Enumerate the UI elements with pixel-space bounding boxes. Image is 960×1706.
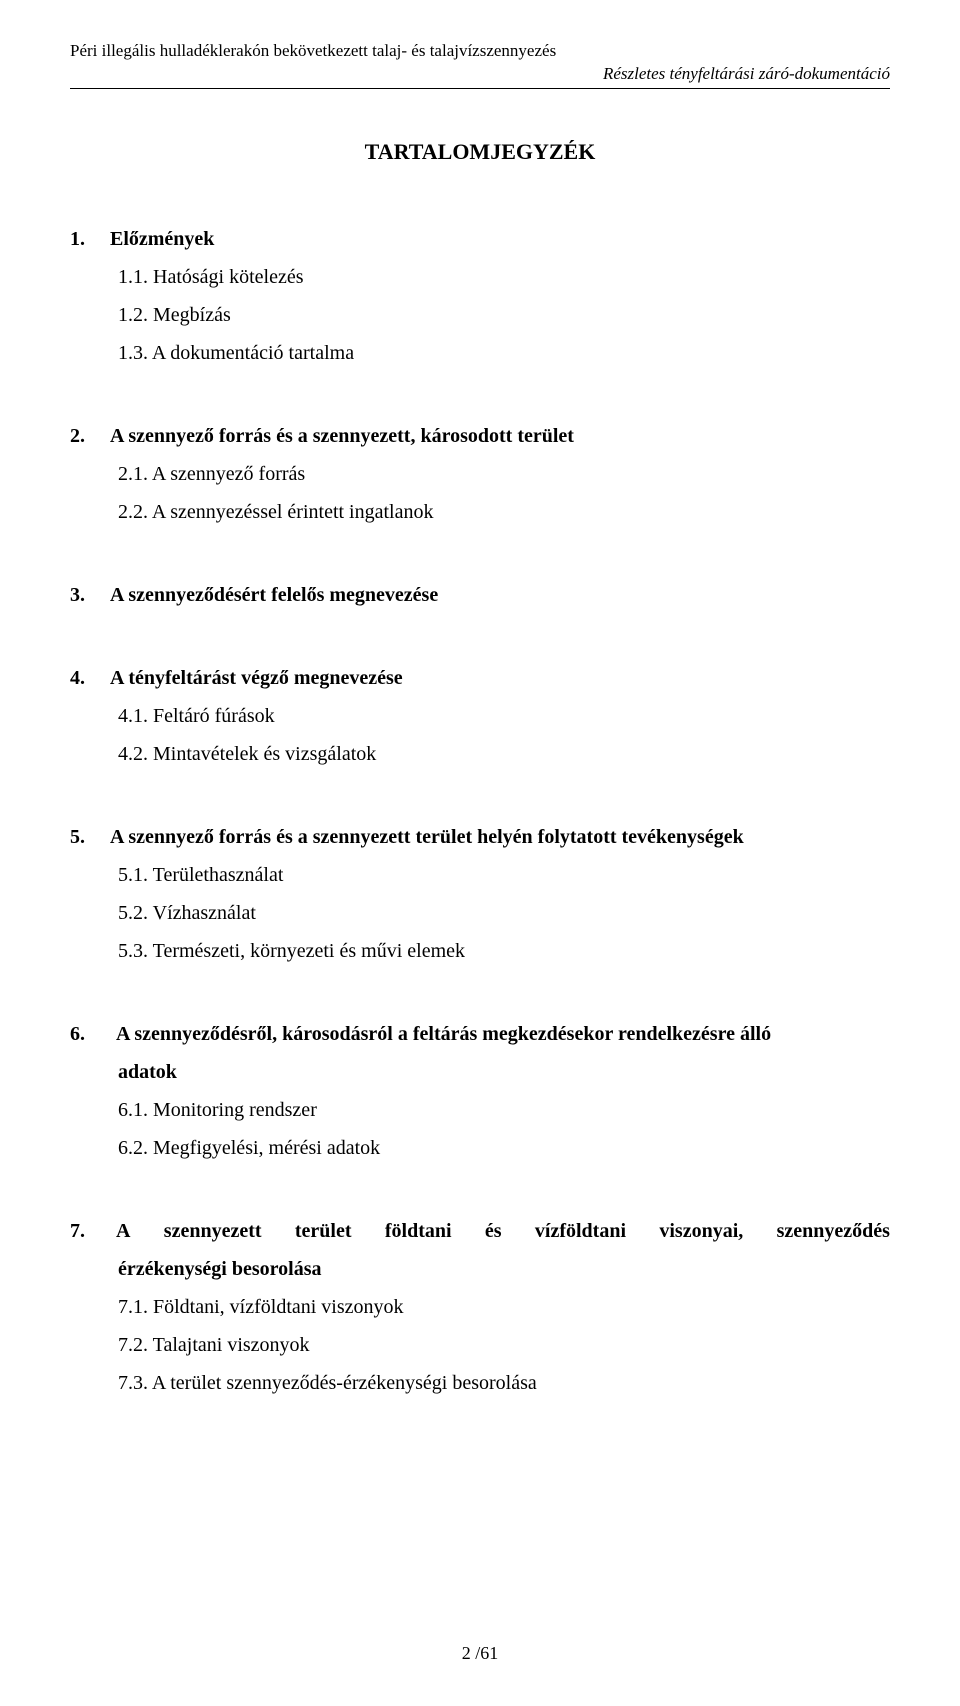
item-text: A dokumentáció tartalma — [152, 342, 354, 364]
item-number: 7.2. — [118, 1334, 148, 1356]
item-number: 6.2. — [118, 1137, 148, 1159]
heading-text: A szennyező forrás és a szennyezett, kár… — [110, 425, 574, 447]
toc-heading: 6. A szennyeződésről, károsodásról a fel… — [70, 1015, 890, 1053]
heading-text-line1: A szennyeződésről, károsodásról a feltár… — [116, 1015, 771, 1053]
toc-heading-cont: érzékenységi besorolása — [70, 1250, 890, 1288]
item-number: 4.2. — [118, 743, 148, 765]
toc-item: 7.2. Talajtani viszonyok — [70, 1326, 890, 1364]
toc-item: 6.2. Megfigyelési, mérési adatok — [70, 1129, 890, 1167]
heading-word: szennyeződés — [777, 1212, 890, 1250]
toc-item: 2.1. A szennyező forrás — [70, 455, 890, 493]
toc-section: 7. A szennyezett terület földtani és víz… — [70, 1212, 890, 1402]
item-number: 2.1. — [118, 463, 148, 485]
toc-item: 4.2. Mintavételek és vizsgálatok — [70, 735, 890, 773]
toc-heading-cont: adatok — [70, 1053, 890, 1091]
item-text: A terület szennyeződés-érzékenységi beso… — [152, 1372, 537, 1394]
item-text: Hatósági kötelezés — [153, 266, 304, 288]
heading-word: földtani — [385, 1212, 452, 1250]
heading-word: vízföldtani — [535, 1212, 626, 1250]
toc-item: 5.3. Természeti, környezeti és művi elem… — [70, 932, 890, 970]
heading-text-line2: adatok — [118, 1061, 177, 1083]
toc-item: 6.1. Monitoring rendszer — [70, 1091, 890, 1129]
item-text: A szennyezéssel érintett ingatlanok — [152, 501, 434, 523]
heading-number: 6. — [70, 1015, 116, 1053]
heading-word: és — [485, 1212, 502, 1250]
item-text: Területhasználat — [153, 864, 284, 886]
item-text: Megbízás — [153, 304, 231, 326]
page-number: 2 /61 — [0, 1643, 960, 1664]
toc-heading: 3.A szennyeződésért felelős megnevezése — [70, 576, 890, 614]
item-number: 6.1. — [118, 1099, 148, 1121]
heading-word: szennyezett — [164, 1212, 262, 1250]
item-number: 1.1. — [118, 266, 148, 288]
header-line-1: Péri illegális hulladéklerakón bekövetke… — [70, 40, 890, 62]
item-number: 1.2. — [118, 304, 148, 326]
toc-item: 1.2. Megbízás — [70, 296, 890, 334]
heading-word: A — [116, 1212, 130, 1250]
item-text: Talajtani viszonyok — [153, 1334, 310, 1356]
header-line-2: Részletes tényfeltárási záró-dokumentáci… — [70, 64, 890, 84]
heading-word: viszonyai, — [659, 1212, 743, 1250]
toc-section: 2.A szennyező forrás és a szennyezett, k… — [70, 417, 890, 531]
item-number: 4.1. — [118, 705, 148, 727]
item-text: Feltáró fúrások — [153, 705, 275, 727]
heading-text: A tényfeltárást végző megnevezése — [110, 667, 403, 689]
toc-item: 4.1. Feltáró fúrások — [70, 697, 890, 735]
item-text: Monitoring rendszer — [153, 1099, 317, 1121]
toc-section: 5.A szennyező forrás és a szennyezett te… — [70, 818, 890, 970]
heading-number: 1. — [70, 220, 110, 258]
heading-text: A szennyeződésért felelős megnevezése — [110, 584, 438, 606]
toc-title: TARTALOMJEGYZÉK — [70, 139, 890, 165]
heading-number: 5. — [70, 818, 110, 856]
heading-text: Előzmények — [110, 228, 214, 250]
item-number: 5.2. — [118, 902, 148, 924]
heading-number: 3. — [70, 576, 110, 614]
toc-item: 2.2. A szennyezéssel érintett ingatlanok — [70, 493, 890, 531]
toc-section: 3.A szennyeződésért felelős megnevezése — [70, 576, 890, 614]
toc-item: 1.3. A dokumentáció tartalma — [70, 334, 890, 372]
item-text: A szennyező forrás — [152, 463, 305, 485]
item-number: 7.1. — [118, 1296, 148, 1318]
toc-section: 4.A tényfeltárást végző megnevezése 4.1.… — [70, 659, 890, 773]
item-text: Természeti, környezeti és művi elemek — [153, 940, 465, 962]
toc-heading: 7. A szennyezett terület földtani és víz… — [70, 1212, 890, 1250]
header-rule — [70, 88, 890, 89]
toc-item: 5.1. Területhasználat — [70, 856, 890, 894]
heading-text-line2: érzékenységi besorolása — [118, 1258, 322, 1280]
item-number: 5.1. — [118, 864, 148, 886]
toc-item: 5.2. Vízhasználat — [70, 894, 890, 932]
toc-item: 7.3. A terület szennyeződés-érzékenységi… — [70, 1364, 890, 1402]
toc-heading: 1.Előzmények — [70, 220, 890, 258]
toc-section: 6. A szennyeződésről, károsodásról a fel… — [70, 1015, 890, 1167]
toc-heading: 2.A szennyező forrás és a szennyezett, k… — [70, 417, 890, 455]
item-number: 7.3. — [118, 1372, 148, 1394]
toc-item: 7.1. Földtani, vízföldtani viszonyok — [70, 1288, 890, 1326]
item-text: Vízhasználat — [153, 902, 256, 924]
toc-heading: 4.A tényfeltárást végző megnevezése — [70, 659, 890, 697]
toc-item: 1.1. Hatósági kötelezés — [70, 258, 890, 296]
item-text: Megfigyelési, mérési adatok — [153, 1137, 380, 1159]
item-number: 2.2. — [118, 501, 148, 523]
item-text: Földtani, vízföldtani viszonyok — [153, 1296, 404, 1318]
heading-word: terület — [295, 1212, 352, 1250]
heading-text: A szennyező forrás és a szennyezett terü… — [110, 826, 744, 848]
heading-number: 7. — [70, 1212, 116, 1250]
document-page: Péri illegális hulladéklerakón bekövetke… — [0, 0, 960, 1487]
heading-number: 4. — [70, 659, 110, 697]
item-text: Mintavételek és vizsgálatok — [153, 743, 376, 765]
toc-section: 1.Előzmények 1.1. Hatósági kötelezés 1.2… — [70, 220, 890, 372]
heading-number: 2. — [70, 417, 110, 455]
toc-heading: 5.A szennyező forrás és a szennyezett te… — [70, 818, 890, 856]
item-number: 5.3. — [118, 940, 148, 962]
item-number: 1.3. — [118, 342, 148, 364]
